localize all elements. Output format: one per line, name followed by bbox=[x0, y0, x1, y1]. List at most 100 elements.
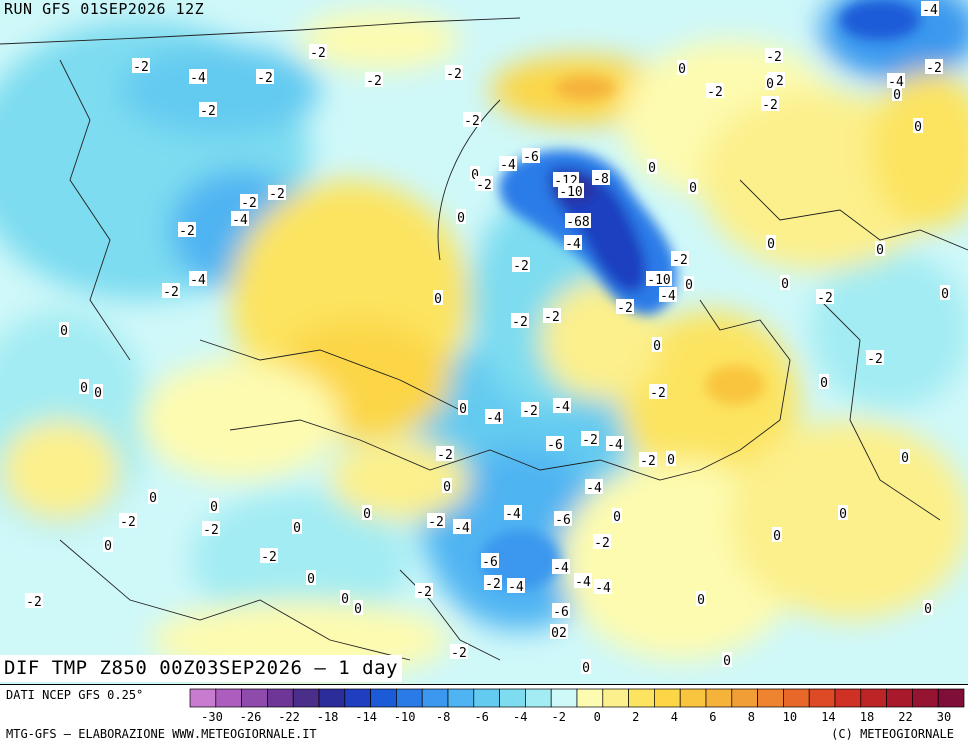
contour-label: -4 bbox=[508, 580, 524, 595]
contour-label: -4 bbox=[190, 273, 206, 288]
contour-label-bg bbox=[892, 86, 902, 101]
legend-swatch bbox=[602, 688, 629, 708]
contour-label: -10 bbox=[559, 185, 582, 200]
contour-label: -2 bbox=[544, 310, 560, 325]
legend-tick-label: -8 bbox=[436, 710, 450, 724]
contour-label: -2 bbox=[203, 523, 219, 538]
contour-label-bg bbox=[546, 436, 564, 451]
contour-label-bg bbox=[521, 402, 539, 417]
contour-label-bg bbox=[581, 431, 599, 446]
contour-label: -2 bbox=[513, 259, 529, 274]
legend-tick-label: -22 bbox=[278, 710, 300, 724]
contour-label-bg bbox=[427, 513, 445, 528]
contour-label-bg bbox=[442, 478, 452, 493]
contour-label: 0 bbox=[459, 402, 467, 417]
legend-swatch bbox=[267, 688, 294, 708]
contour-label: 0 bbox=[924, 602, 932, 617]
legend-swatch bbox=[241, 688, 268, 708]
contour-label-bg bbox=[59, 322, 69, 337]
contour-label-bg bbox=[504, 505, 522, 520]
contour-label-bg bbox=[499, 156, 517, 171]
contour-label-bg bbox=[552, 603, 570, 618]
contour-label-bg bbox=[838, 505, 848, 520]
contour-label-bg bbox=[652, 337, 662, 352]
contour-label-bg bbox=[202, 521, 220, 536]
contour-label: -2 bbox=[261, 550, 277, 565]
contour-label: 0 bbox=[341, 592, 349, 607]
contour-label: 0 bbox=[697, 593, 705, 608]
contour-label-bg bbox=[25, 593, 43, 608]
contour-label: -2 bbox=[594, 536, 610, 551]
contour-label: 0 bbox=[723, 654, 731, 669]
contour-label-bg bbox=[585, 479, 603, 494]
contour-label: -4 bbox=[500, 158, 516, 173]
legend-swatch bbox=[421, 688, 449, 708]
legend-tick-label: 8 bbox=[748, 710, 755, 724]
contour-label-bg bbox=[900, 449, 910, 464]
contour-label: 0 bbox=[941, 287, 949, 302]
contour-label-bg bbox=[913, 118, 923, 133]
product-title: DIF TMP Z850 00Z03SEP2026 – 1 day bbox=[0, 655, 402, 682]
contour-label: -4 bbox=[505, 507, 521, 522]
contour-label: 0 bbox=[667, 453, 675, 468]
legend-swatch bbox=[292, 688, 320, 708]
contour-label: -2 bbox=[867, 352, 883, 367]
legend-swatch bbox=[318, 688, 346, 708]
contour-label: 0 bbox=[653, 339, 661, 354]
contour-label-bg bbox=[684, 276, 694, 291]
legend-swatch bbox=[860, 688, 887, 708]
contour-label-bg bbox=[765, 48, 783, 63]
color-scale-legend: -30 -26 -22 -18 -14 -10 -8 -6 -4 -2 0 2 4 6 8 10 14 18 22 3… bbox=[189, 688, 965, 724]
contour-label-bg bbox=[593, 534, 611, 549]
legend-tick-label: -30 bbox=[201, 710, 223, 724]
contour-label: -2 bbox=[476, 178, 492, 193]
contour-label: 0 bbox=[820, 376, 828, 391]
contour-label-bg bbox=[103, 537, 113, 552]
contour-label: 0 bbox=[60, 324, 68, 339]
contour-label: -2 bbox=[582, 433, 598, 448]
run-title: RUN GFS 01SEP2026 12Z bbox=[4, 0, 205, 18]
contour-label: -4 bbox=[575, 575, 591, 590]
legend-swatch bbox=[834, 688, 862, 708]
legend-tick-label: 30 bbox=[937, 710, 951, 724]
contour-label-bg bbox=[292, 519, 302, 534]
contour-label: -2 bbox=[428, 515, 444, 530]
contour-label-bg bbox=[209, 498, 219, 513]
map-footer: DATI NCEP GFS 0.25° -30 -26 -22 -18 -14 -10 -8… bbox=[0, 684, 968, 746]
contour-label-bg bbox=[231, 211, 249, 226]
legend-swatch bbox=[628, 688, 655, 708]
legend-swatch bbox=[937, 688, 965, 708]
contour-label-bg bbox=[256, 69, 274, 84]
contour-label: 0 bbox=[781, 277, 789, 292]
contour-label: -4 bbox=[554, 400, 570, 415]
legend-tick-label: 10 bbox=[783, 710, 797, 724]
contour-label: -10 bbox=[647, 273, 670, 288]
contour-label: -2 bbox=[650, 386, 666, 401]
contour-label: 0 bbox=[149, 491, 157, 506]
contour-label-bg bbox=[340, 590, 350, 605]
legend-tick-label: 18 bbox=[860, 710, 874, 724]
legend-swatch bbox=[473, 688, 500, 708]
contour-label: -2 bbox=[437, 448, 453, 463]
contour-label-bg bbox=[554, 511, 572, 526]
legend-tick-label: -18 bbox=[317, 710, 339, 724]
contour-label-bg bbox=[189, 271, 207, 286]
contour-label-bg bbox=[436, 446, 454, 461]
contour-label-bg bbox=[819, 374, 829, 389]
contour-label-bg bbox=[639, 452, 657, 467]
contour-label-bg bbox=[612, 508, 622, 523]
contour-label-bg bbox=[564, 235, 582, 250]
contour-label: -2 bbox=[179, 224, 195, 239]
contour-label: -4 bbox=[454, 521, 470, 536]
contour-label-bg bbox=[722, 652, 732, 667]
contour-label: -2 bbox=[133, 60, 149, 75]
contour-label-bg bbox=[925, 59, 943, 74]
contour-label: 0 bbox=[767, 237, 775, 252]
contour-label-bg bbox=[353, 600, 363, 615]
contour-label-bg bbox=[512, 257, 530, 272]
contour-label-bg bbox=[766, 235, 776, 250]
contour-label: 0 bbox=[773, 529, 781, 544]
contour-label: -4 bbox=[586, 481, 602, 496]
contour-label: -2 bbox=[617, 301, 633, 316]
contour-label-bg bbox=[199, 102, 217, 117]
